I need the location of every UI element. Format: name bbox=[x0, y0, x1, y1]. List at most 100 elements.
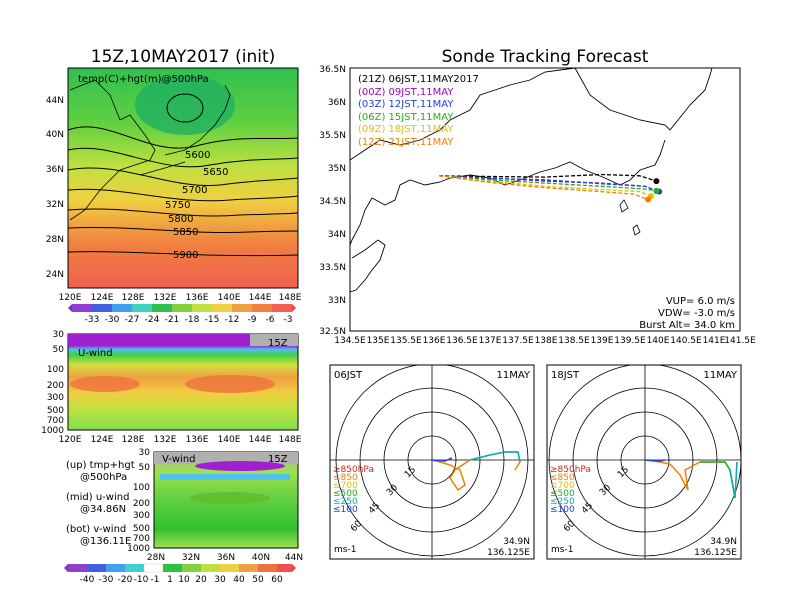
svg-text:44N: 44N bbox=[285, 553, 303, 563]
svg-text:(bot) v-wind: (bot) v-wind bbox=[66, 524, 126, 535]
svg-text:≤700: ≤700 bbox=[333, 481, 358, 491]
svg-text:140E: 140E bbox=[218, 435, 241, 445]
svg-text:5800: 5800 bbox=[168, 214, 193, 225]
svg-text:135.5E: 135.5E bbox=[390, 336, 422, 346]
track-series-2 bbox=[439, 175, 660, 193]
svg-text:32N: 32N bbox=[46, 200, 64, 210]
vwind-panel: V-wind 15Z bbox=[153, 451, 299, 549]
uwind-time: 15Z bbox=[268, 338, 288, 349]
svg-text:≤100: ≤100 bbox=[333, 505, 358, 515]
svg-text:135E: 135E bbox=[367, 336, 390, 346]
svg-text:139E: 139E bbox=[591, 336, 614, 346]
track-lon-ticks: 134.5E 135E 135.5E 136E 136.5E 137E 137.… bbox=[334, 336, 756, 346]
svg-text:-40: -40 bbox=[80, 575, 95, 585]
svg-text:141E: 141E bbox=[703, 336, 726, 346]
svg-text:(12Z) 21JST,11MAY: (12Z) 21JST,11MAY bbox=[358, 137, 454, 148]
track-legend: (21Z) 06JST,11MAY2017 (00Z) 09JST,11MAY … bbox=[358, 74, 479, 148]
svg-text:≤850: ≤850 bbox=[333, 473, 358, 483]
svg-text:124E: 124E bbox=[91, 293, 114, 303]
svg-text:140E: 140E bbox=[218, 293, 241, 303]
svg-text:-33: -33 bbox=[85, 315, 100, 325]
svg-text:60: 60 bbox=[271, 575, 283, 585]
svg-text:30: 30 bbox=[139, 448, 151, 458]
hodograph-2-date: 11MAY bbox=[703, 370, 737, 381]
svg-text:132E: 132E bbox=[154, 293, 177, 303]
uwind-panel: U-wind 15Z bbox=[67, 333, 299, 431]
temp-map-japan bbox=[164, 84, 231, 156]
svg-text:700: 700 bbox=[47, 416, 64, 426]
svg-text:(mid) u-wind: (mid) u-wind bbox=[66, 492, 129, 503]
svg-text:@136.11E: @136.11E bbox=[80, 536, 131, 547]
temp-map-lon-ticks: 120E 124E 128E 132E 136E 140E 144E 148E bbox=[59, 293, 302, 303]
vup-text: VUP= 6.0 m/s bbox=[666, 296, 735, 307]
temp-colorbar: -33 -30 -27 -24 -21 -18 -15 -12 -9 -6 -3 bbox=[68, 304, 296, 325]
vwind-lat-ticks: 28N 32N 36N 40N 44N bbox=[147, 553, 303, 563]
svg-text:36N: 36N bbox=[46, 165, 64, 175]
contour-labels: 5600 5650 5700 5750 5800 5850 5900 bbox=[165, 150, 228, 261]
left-title: 15Z,10MAY2017 (init) bbox=[91, 47, 276, 67]
svg-text:1: 1 bbox=[167, 575, 173, 585]
svg-text:1000: 1000 bbox=[127, 544, 150, 554]
svg-text:-30: -30 bbox=[99, 575, 114, 585]
temp-map-cold-core bbox=[135, 75, 235, 135]
svg-text:@34.86N: @34.86N bbox=[80, 504, 126, 515]
shikoku-coastline bbox=[349, 239, 386, 293]
track-landing-point-0 bbox=[653, 178, 660, 185]
svg-text:300: 300 bbox=[133, 511, 150, 521]
svg-text:33N: 33N bbox=[328, 296, 346, 306]
svg-text:5850: 5850 bbox=[173, 227, 198, 238]
svg-text:137.5E: 137.5E bbox=[502, 336, 534, 346]
svg-text:(06Z) 15JST,11MAY: (06Z) 15JST,11MAY bbox=[358, 112, 454, 123]
svg-text:≥850hPa: ≥850hPa bbox=[550, 465, 591, 475]
svg-text:@500hPa: @500hPa bbox=[80, 472, 127, 483]
svg-text:(03Z) 12JST,11MAY: (03Z) 12JST,11MAY bbox=[358, 99, 454, 110]
svg-text:≤250: ≤250 bbox=[550, 497, 575, 507]
svg-text:33.5N: 33.5N bbox=[319, 263, 346, 273]
track-lines bbox=[439, 173, 663, 203]
svg-text:20: 20 bbox=[195, 575, 207, 585]
svg-text:138E: 138E bbox=[535, 336, 558, 346]
temp-map-japan-south bbox=[139, 161, 186, 176]
svg-text:5700: 5700 bbox=[182, 185, 207, 196]
track-map: (21Z) 06JST,11MAY2017 (00Z) 09JST,11MAY … bbox=[349, 67, 741, 332]
track-series-3 bbox=[439, 175, 657, 192]
svg-text:(00Z) 09JST,11MAY: (00Z) 09JST,11MAY bbox=[358, 87, 454, 98]
track-landing-point-3 bbox=[653, 188, 660, 194]
svg-text:≤100: ≤100 bbox=[550, 505, 575, 515]
svg-text:-30: -30 bbox=[105, 315, 120, 325]
svg-text:50: 50 bbox=[252, 575, 264, 585]
uwind-lon-ticks: 120E 124E 128E 132E 136E 140E 144E 148E bbox=[59, 435, 302, 445]
launch-params: VUP= 6.0 m/s VDW= -3.0 m/s Burst Alt= 34… bbox=[639, 296, 735, 331]
hodograph-18jst: 15 30 45 60 18JST 11MAY ms-1 34.9N 136.1… bbox=[546, 364, 742, 560]
svg-text:35.5N: 35.5N bbox=[319, 131, 346, 141]
track-series-0 bbox=[439, 173, 657, 182]
island-1 bbox=[619, 199, 629, 213]
hodograph-2-lat: 34.9N bbox=[710, 537, 737, 547]
svg-text:200: 200 bbox=[47, 381, 64, 391]
svg-text:-9: -9 bbox=[248, 315, 257, 325]
svg-text:-20: -20 bbox=[118, 575, 133, 585]
svg-text:138.5E: 138.5E bbox=[558, 336, 590, 346]
svg-text:35N: 35N bbox=[328, 164, 346, 174]
svg-text:144E: 144E bbox=[249, 293, 272, 303]
track-series-5 bbox=[439, 175, 649, 201]
hodograph-1-lon: 136.125E bbox=[487, 548, 530, 558]
svg-text:-18: -18 bbox=[185, 315, 200, 325]
svg-text:148E: 148E bbox=[279, 435, 302, 445]
hodograph-1-unit: ms-1 bbox=[334, 545, 356, 555]
svg-text:≤700: ≤700 bbox=[550, 481, 575, 491]
map-label: temp(C)+hgt(m)@500hPa bbox=[78, 74, 209, 85]
svg-text:≤500: ≤500 bbox=[550, 489, 575, 499]
svg-text:50: 50 bbox=[139, 463, 151, 473]
vdw-text: VDW= -3.0 m/s bbox=[658, 308, 735, 319]
svg-text:36.5N: 36.5N bbox=[319, 65, 346, 75]
track-title: Sonde Tracking Forecast bbox=[442, 47, 649, 67]
svg-text:34N: 34N bbox=[328, 230, 346, 240]
track-lat-ticks: 36.5N 36N 35.5N 35N 34.5N 34N 33.5N 33N … bbox=[319, 65, 346, 337]
svg-text:148E: 148E bbox=[279, 293, 302, 303]
height-contours bbox=[67, 93, 299, 257]
svg-text:50: 50 bbox=[53, 345, 65, 355]
svg-text:136E: 136E bbox=[186, 435, 209, 445]
svg-text:36N: 36N bbox=[217, 553, 235, 563]
svg-text:-10: -10 bbox=[134, 575, 149, 585]
